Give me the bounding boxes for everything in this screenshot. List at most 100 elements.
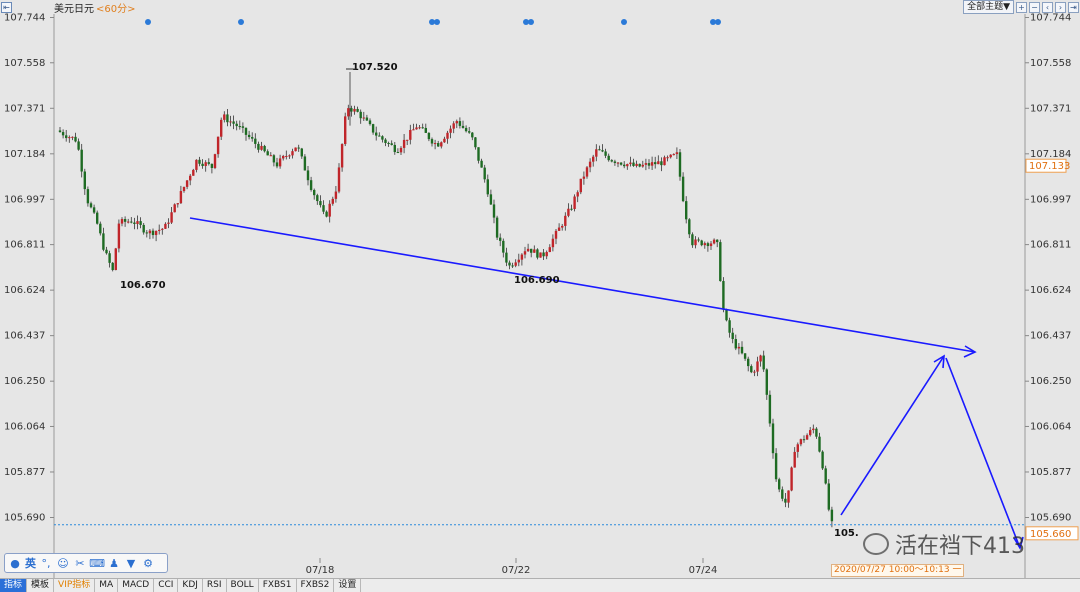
candle-body [564,215,567,226]
candle-body [657,161,660,165]
candle-body [502,240,505,253]
candle-body [818,436,821,452]
person-icon[interactable]: ♟ [109,556,119,570]
candle-body [672,154,675,156]
y-tick-label-right: 105.690 [1030,513,1071,524]
tab-3[interactable]: MA [95,579,119,592]
candle-body [291,151,294,156]
tab-11[interactable]: 设置 [334,579,362,592]
settings-gear-icon[interactable]: ⚙ [143,556,153,570]
candle-body [316,195,319,202]
candle-body [595,149,598,157]
candle-body [582,176,586,179]
candle-body [592,156,595,162]
candle-body [328,203,331,217]
candle-body [774,453,778,480]
candle-body [198,159,201,164]
y-tick-label-right: 107.184 [1030,149,1071,160]
candle-body [731,332,734,340]
emoji-icon[interactable]: ☺ [57,556,69,570]
candle-body [266,151,269,156]
candle-body [195,159,198,170]
tab-7[interactable]: RSI [203,579,227,592]
candle-body [505,252,508,263]
candle-body [688,219,691,235]
candle-body [644,163,648,165]
candle-body [424,127,427,133]
candle-body [694,239,697,246]
wechat-logo-icon [863,533,889,555]
candle-body [285,155,288,157]
price-annotation: 106.670 [120,280,166,291]
candle-body [557,227,561,231]
watermark-text: 活在裆下413 [895,534,1025,559]
candle-body [375,132,378,136]
theme-button[interactable]: 全部主题▼ [963,0,1014,14]
user-icon[interactable]: ● [10,556,20,570]
candle-body [539,252,542,258]
y-tick-label-left: 107.184 [4,149,45,160]
current-price-label: 107.133 [1029,161,1070,172]
wechat-watermark: 活在裆下413 [863,528,1025,560]
candle-body [192,169,195,176]
candle-body [781,489,784,499]
candle-body [793,451,796,468]
candle-body [561,225,564,228]
zoom-out-icon[interactable]: − [1029,1,1040,13]
y-tick-label-right: 106.997 [1030,194,1071,205]
candle-body [263,145,266,152]
candle-body [468,131,471,133]
scissors-icon[interactable]: ✂ [75,556,85,570]
candle-body [204,162,207,167]
candle-body [830,509,834,522]
tab-9[interactable]: FXBS1 [259,579,297,592]
candle-body [520,254,524,260]
candle-body [176,203,179,205]
tab-4[interactable]: MACD [118,579,155,592]
scroll-left-icon[interactable]: ‹ [1042,1,1053,13]
candle-body [458,121,462,126]
candle-body [288,155,291,157]
period-selector[interactable]: <60分> [96,3,136,15]
event-marker [238,19,244,25]
candle-body [530,248,533,253]
candle-body [313,189,316,196]
candle-body [381,136,384,140]
tab-5[interactable]: CCI [154,579,179,592]
punctuation-icon[interactable]: °, [41,556,51,570]
candle-body [523,251,527,255]
last-price-label: 105.660 [1030,529,1071,540]
candle-body [207,162,210,164]
candle-body [164,223,167,229]
tab-8[interactable]: BOLL [227,579,259,592]
tab-10[interactable]: FXBS2 [297,579,335,592]
input-toolbar: ● 英 °, ☺ ✂ ⌨ ♟ ▼ ⚙ [4,553,168,573]
y-tick-label-left: 106.250 [4,376,45,387]
tab-0[interactable]: 指标 [0,579,28,592]
candle-body [449,128,452,133]
zoom-in-icon[interactable]: + [1016,1,1027,13]
shirt-icon[interactable]: ▼ [126,556,136,570]
candle-body [393,144,396,153]
candle-body [685,201,688,220]
candle-body [771,423,775,454]
ime-language-toggle[interactable]: 英 [25,557,36,570]
candle-body [96,212,99,224]
candle-body [511,265,514,267]
tab-6[interactable]: KDJ [178,579,203,592]
collapse-icon[interactable]: ⇥ [1068,1,1079,13]
candle-body [322,205,325,212]
candle-body [514,262,517,266]
tab-1[interactable]: 模板 [27,579,55,592]
forecast-down-line [945,357,1021,549]
candle-body [241,126,245,128]
scroll-right-icon[interactable]: › [1055,1,1066,13]
y-tick-label-left: 106.624 [4,285,45,296]
candle-body [167,222,170,224]
keyboard-icon[interactable]: ⌨ [89,556,105,570]
candle-body [294,147,297,152]
candle-body [570,208,573,210]
expand-icon[interactable]: ⇤ [1,1,12,13]
tab-2[interactable]: VIP指标 [54,579,96,592]
